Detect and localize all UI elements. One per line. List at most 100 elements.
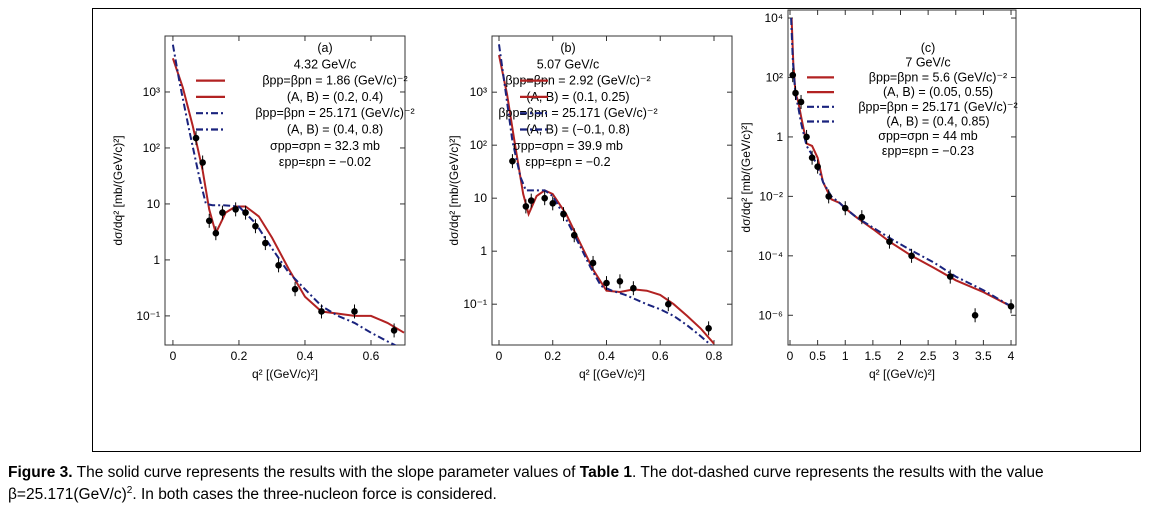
data-point — [560, 210, 567, 218]
plot-area — [164, 35, 406, 346]
x-tick-label: 2 — [897, 349, 904, 363]
data-point — [841, 204, 849, 212]
caption-label: Figure 3. — [8, 464, 73, 481]
data-point — [665, 300, 672, 308]
data-point — [789, 71, 797, 79]
legend: (a) 4.32 GeV/c βpp=βpn = 1.86 (GeV/c)⁻² (A,… — [196, 41, 415, 169]
legend-entry: (A, B) = (0.1, 0.25) — [526, 90, 629, 104]
data-point — [212, 229, 220, 237]
legend-entry: εpp=εpn = −0.2 — [525, 155, 610, 169]
data-point — [908, 252, 915, 260]
y-axis-label: dσ/dq² [mb/(GeV/c)²] — [111, 135, 125, 245]
data-point — [522, 203, 530, 210]
data-point — [589, 259, 597, 267]
solid-curve — [498, 54, 715, 345]
data-point — [946, 273, 954, 280]
legend-entry: (A, B) = (0.4, 0.8) — [287, 123, 383, 137]
x-axis-label: q² [(GeV/c)²] — [869, 367, 935, 381]
x-tick-label: 0.6 — [652, 349, 669, 363]
x-tick-label: 0.4 — [297, 349, 314, 363]
legend-entry: (A, B) = (0.2, 0.4) — [287, 90, 383, 104]
caption-superscript: 2 — [126, 485, 133, 496]
y-tick-label: 10⁻¹ — [463, 297, 487, 311]
data-point — [971, 311, 979, 319]
data-point — [570, 231, 578, 239]
y-tick-label: 10³ — [470, 85, 487, 99]
legend-entry: εpp=εpn = −0.02 — [279, 155, 371, 169]
x-tick-label: 0.8 — [706, 349, 723, 363]
data-point — [199, 159, 206, 166]
y-tick-label: 10² — [143, 141, 160, 155]
y-tick-label: 1 — [776, 130, 783, 144]
x-tick-label: 0 — [496, 349, 503, 363]
plot-area — [787, 9, 1017, 346]
y-tick-label: 1 — [480, 244, 487, 258]
data-point — [630, 284, 637, 292]
x-tick-label: 0 — [787, 349, 794, 363]
y-tick-label: 10⁻⁴ — [758, 249, 783, 263]
x-tick-label: 0.2 — [544, 349, 561, 363]
legend-entry: βpp=βpn = 25.171 (GeV/c)⁻² — [498, 106, 657, 120]
legend-entry: εpp=εpn = −0.23 — [882, 144, 974, 158]
x-axis-label: q² [(GeV/c)²] — [579, 367, 645, 381]
legend-entry: (A, B) = (0.4, 0.85) — [886, 115, 989, 129]
y-tick-label: 10⁻² — [759, 189, 783, 203]
data-point — [616, 278, 624, 285]
caption-text-1: The solid curve represents the results w… — [72, 464, 580, 481]
legend-entry: (A, B) = (−0.1, 0.8) — [526, 123, 630, 137]
data-point — [262, 239, 269, 247]
y-tick-label: 1 — [153, 253, 160, 267]
data-point — [232, 206, 239, 213]
data-point — [318, 308, 325, 315]
x-tick-label: 1.5 — [865, 349, 882, 363]
legend-entry: σpp=σpn = 32.3 mb — [270, 139, 380, 153]
legend-entry: βpp=βpn = 25.171 (GeV/c)⁻² — [255, 106, 414, 120]
data-point — [390, 327, 398, 334]
caption-text-3: . In both cases the three-nucleon force … — [132, 486, 497, 504]
data-point — [527, 197, 535, 204]
figure-caption: Figure 3. The solid curve represents the… — [8, 464, 1158, 504]
y-tick-label: 10² — [470, 138, 487, 152]
caption-table-ref: Table 1 — [579, 464, 633, 481]
x-tick-label: 4 — [1008, 349, 1015, 363]
data-point — [825, 193, 832, 200]
data-point — [242, 209, 249, 216]
data-point — [858, 213, 866, 221]
data-point — [814, 163, 821, 170]
x-tick-label: 0 — [170, 349, 177, 363]
legend-entry: (b) — [560, 41, 575, 55]
legend-entry: 7 GeV/c — [905, 56, 950, 70]
dashdot-curve — [790, 17, 1012, 308]
x-tick-label: 2.5 — [920, 349, 937, 363]
legend-entry: σpp=σpn = 39.9 mb — [513, 139, 623, 153]
x-tick-label: 0.2 — [231, 349, 248, 363]
legend-entry: βpp=βpn = 1.86 (GeV/c)⁻² — [262, 74, 407, 88]
dashdot-curve — [171, 44, 397, 345]
x-tick-label: 3 — [952, 349, 959, 363]
y-axis-label: dσ/dq² [mb/(GeV/c)²] — [447, 135, 461, 245]
legend-entry: 4.32 GeV/c — [294, 57, 357, 71]
plot-area — [491, 35, 733, 346]
legend-entry: (a) — [317, 41, 332, 55]
chart-panel-b: 0 0.2 0.4 0.6 0.8 10³ 10² 10 1 10⁻¹ q² [(GeV/c)²] d… — [447, 35, 733, 381]
x-tick-label: 0.6 — [363, 349, 380, 363]
x-tick-label: 0.5 — [809, 349, 826, 363]
data-point — [219, 209, 226, 216]
x-tick-label: 0.4 — [598, 349, 615, 363]
data-point — [291, 285, 299, 293]
dashdot-curve — [498, 44, 713, 345]
data-point — [275, 262, 282, 269]
figure-frame — [92, 8, 1141, 452]
legend-entry: (c) — [921, 41, 936, 55]
y-tick-label: 10⁻¹ — [136, 309, 160, 323]
y-tick-label: 10 — [147, 197, 161, 211]
data-point — [603, 279, 610, 287]
chart-panel-a: 0 0.2 0.4 0.6 10³ 10² 10 1 10⁻¹ q² [(GeV/c)²] dσ/d… — [111, 35, 415, 381]
legend-entry: βpp=βpn = 2.92 (GeV/c)⁻² — [505, 74, 650, 88]
y-tick-label: 10³ — [143, 85, 160, 99]
chart-panel-c: 0 0.5 1 1.5 2 2.5 3 3.5 4 10⁴ 10² 1 10⁻² 10⁻⁴ 10⁻⁶ q² [… — [739, 9, 1018, 381]
data-point — [192, 134, 200, 142]
y-tick-label: 10⁻⁶ — [758, 308, 783, 322]
x-tick-label: 3.5 — [975, 349, 992, 363]
